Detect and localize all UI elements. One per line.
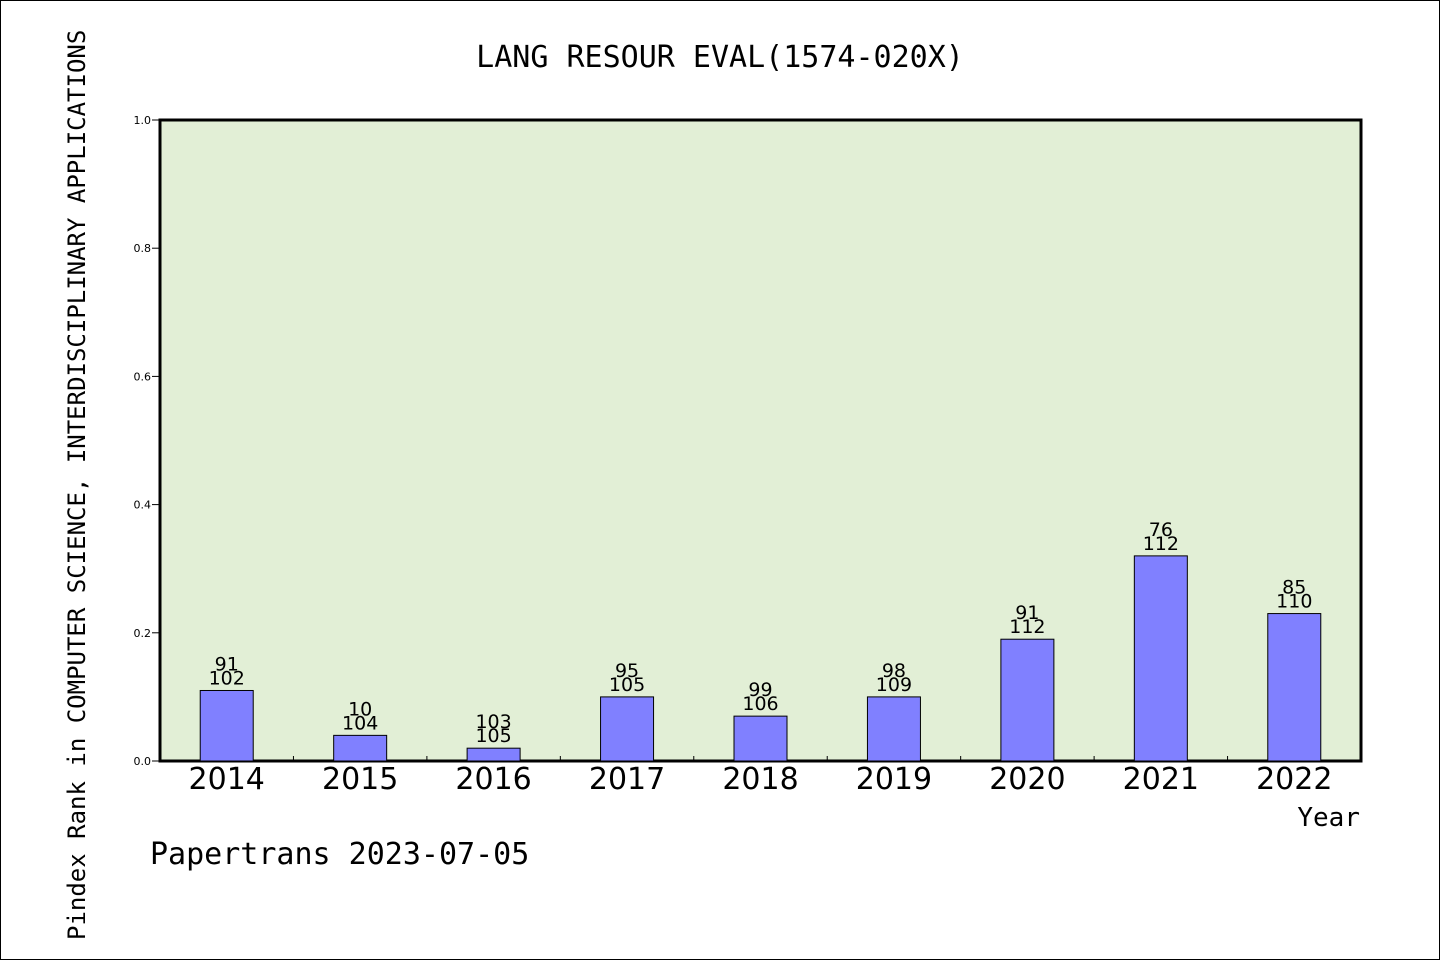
bar-label-bottom: 110: [1276, 591, 1312, 613]
bar-label-bottom: 109: [876, 674, 912, 696]
y-axis: 0.0 0.2 0.4 0.6 0.8 1.0: [134, 114, 160, 768]
bar: [733, 715, 788, 762]
bar: [199, 689, 254, 762]
y-tick-label: 0.0: [134, 755, 152, 768]
x-tick-label: 2014: [189, 762, 265, 797]
bar-label-bottom: 112: [1009, 616, 1045, 638]
x-tick-label: 2021: [1123, 762, 1199, 797]
bar: [333, 734, 388, 762]
bar-label-bottom: 102: [209, 667, 245, 689]
x-tick-label: 2018: [722, 762, 798, 797]
x-tick-label: 2019: [856, 762, 932, 797]
y-tick-label: 0.4: [134, 499, 152, 512]
x-tick-label: 2015: [322, 762, 398, 797]
bar: [466, 747, 521, 762]
bar-label-bottom: 104: [342, 712, 378, 734]
bar-label-top: 99: [748, 679, 772, 701]
y-tick-label: 0.6: [134, 370, 152, 383]
chart-title: LANG RESOUR EVAL(1574-020X): [476, 40, 964, 75]
y-axis-label: Pindex Rank in COMPUTER SCIENCE, INTERDI…: [63, 30, 91, 940]
bar-label-top: 85: [1282, 577, 1306, 599]
bar-series: [199, 555, 1322, 762]
x-axis-label: Year: [1297, 803, 1360, 833]
x-tick-label: 2022: [1256, 762, 1332, 797]
footer-credit: Papertrans 2023-07-05: [150, 837, 529, 872]
bar-label-bottom: 106: [742, 693, 778, 715]
x-tick-label: 2017: [589, 762, 665, 797]
y-tick-label: 0.8: [134, 242, 152, 255]
bar: [1000, 638, 1055, 762]
bar-label-top: 91: [1015, 602, 1039, 624]
bar-label-bottom: 105: [609, 674, 645, 696]
bar: [866, 696, 921, 762]
bar-label-bottom: 105: [475, 725, 511, 747]
bar-label-top: 103: [475, 711, 511, 733]
x-axis: 2014 2015 2016 2017 2018 2019 2020 2021 2022: [189, 756, 1332, 797]
bar: [600, 696, 655, 762]
y-tick-label: 1.0: [134, 114, 152, 127]
bar: [1133, 555, 1188, 762]
x-tick-label: 2020: [989, 762, 1065, 797]
bar-label-top: 76: [1149, 519, 1173, 541]
bar-label-bottom: 112: [1143, 533, 1179, 555]
y-tick-label: 0.2: [134, 627, 152, 640]
bar-label-top: 10: [348, 698, 372, 720]
bar-label-top: 91: [215, 653, 239, 675]
bar-label-top: 98: [882, 660, 906, 682]
bar: [1267, 613, 1322, 762]
x-tick-label: 2016: [455, 762, 531, 797]
bar-label-top: 95: [615, 660, 639, 682]
